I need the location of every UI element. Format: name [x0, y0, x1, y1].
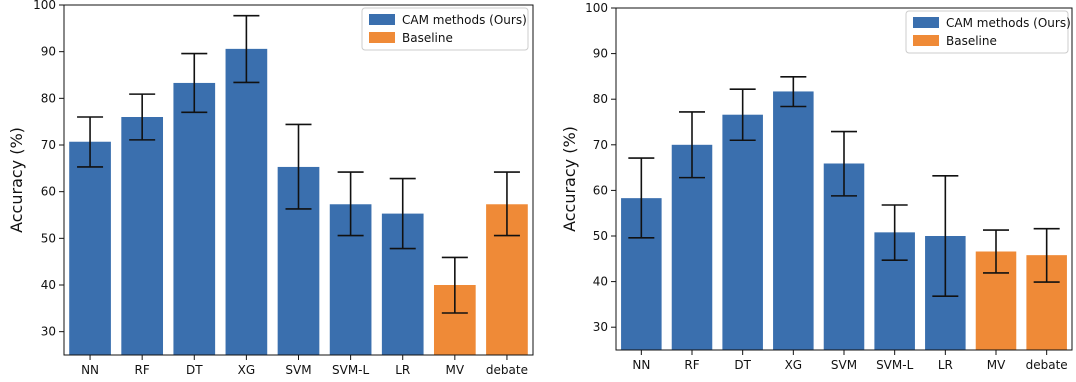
bar-dt [173, 82, 216, 355]
y-tick-label: 60 [593, 183, 608, 197]
y-axis-label: Accuracy (%) [560, 126, 579, 232]
legend-swatch-1 [369, 32, 395, 43]
legend: CAM methods (Ours) Baseline [905, 10, 1071, 54]
y-tick-label: 100 [585, 1, 608, 15]
y-tick-label: 90 [593, 47, 608, 61]
x-tick-label: MV [987, 358, 1006, 372]
legend-box [905, 10, 1069, 54]
x-tick-label: MV [446, 363, 465, 377]
x-tick-label: SVM [285, 363, 311, 377]
y-tick-label: 40 [593, 275, 608, 289]
x-tick-label: DT [186, 363, 203, 377]
y-axis-label: Accuracy (%) [7, 127, 26, 233]
x-tick-label: XG [785, 358, 803, 372]
plot-frame [63, 4, 534, 356]
bar-dt [722, 114, 763, 350]
x-tick-label: LR [938, 358, 953, 372]
y-tick-label: 60 [41, 185, 56, 199]
x-tick-label: SVM-L [332, 363, 370, 377]
x-tick-label: DT [734, 358, 751, 372]
bar-xg [225, 48, 268, 355]
x-tick-label: LR [395, 363, 410, 377]
x-tick-label: XG [238, 363, 256, 377]
x-tick-label: NN [81, 363, 99, 377]
y-tick-label: 80 [593, 92, 608, 106]
bar-xg [773, 91, 814, 350]
legend-box [361, 7, 529, 51]
y-tick-label: 40 [41, 278, 56, 292]
accuracy-chart-left: 30 40 50 60 70 80 90 100 NN RF DT XG SVM SVM-L LR MV deb… [7, 0, 534, 377]
legend-label-0: CAM methods (Ours) [946, 16, 1071, 30]
bar-rf [121, 117, 164, 355]
bar-rf [671, 144, 713, 350]
y-tick-label: 50 [41, 231, 56, 245]
accuracy-chart-right: 30 40 50 60 70 80 90 100 NN RF DT XG SVM SVM-L LR MV deb… [560, 1, 1073, 372]
legend-swatch-1 [913, 35, 939, 46]
x-tick-label: RF [135, 363, 150, 377]
x-tick-label: debate [486, 363, 528, 377]
legend-label-0: CAM methods (Ours) [402, 13, 527, 27]
legend: CAM methods (Ours) Baseline [361, 7, 529, 51]
x-tick-label: NN [632, 358, 650, 372]
x-tick-label: RF [684, 358, 699, 372]
legend-swatch-0 [913, 17, 939, 28]
y-tick-label: 100 [33, 0, 56, 12]
legend-swatch-0 [369, 14, 395, 25]
x-tick-label: SVM-L [876, 358, 914, 372]
y-tick-label: 80 [41, 91, 56, 105]
y-tick-label: 70 [41, 138, 56, 152]
x-tick-label: debate [1026, 358, 1068, 372]
plot-frame [615, 7, 1073, 351]
y-tick-label: 90 [41, 45, 56, 59]
legend-label-1: Baseline [946, 34, 997, 48]
y-tick-label: 70 [593, 138, 608, 152]
legend-label-1: Baseline [402, 31, 453, 45]
bar-nn [69, 141, 111, 355]
y-tick-label: 30 [41, 325, 56, 339]
y-tick-label: 30 [593, 320, 608, 334]
y-tick-label: 50 [593, 229, 608, 243]
x-tick-label: SVM [831, 358, 857, 372]
